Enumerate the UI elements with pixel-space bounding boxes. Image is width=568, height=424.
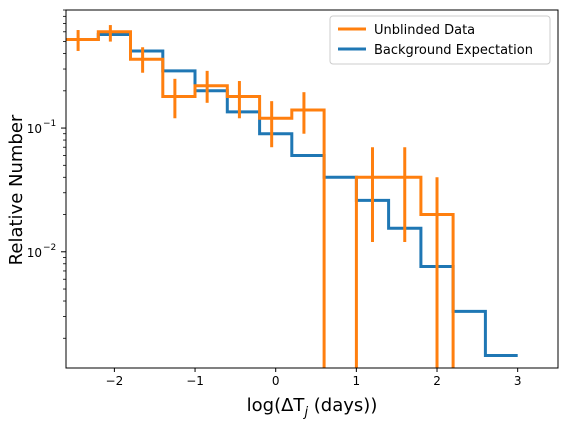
x-axis: −2 −1 0 1 2 3: [106, 368, 522, 388]
plot-frame: [65, 9, 559, 369]
y-tick-label: 10: [27, 246, 42, 260]
legend-label-unblinded: Unblinded Data: [374, 23, 475, 38]
x-axis-label-tail: (days)): [308, 395, 377, 416]
x-tick-label: −2: [106, 374, 124, 388]
x-tick-label: 3: [514, 374, 522, 388]
y-tick-exponent: −2: [43, 243, 56, 253]
x-tick-label: 0: [272, 374, 280, 388]
y-axis: 10−210−1: [27, 9, 66, 339]
y-axis-label: Relative Number: [6, 114, 27, 265]
x-axis-label: log(ΔTj (days)): [247, 395, 378, 420]
y-tick-exponent: −1: [43, 119, 56, 129]
x-axis-label-subscript: j: [302, 405, 308, 420]
legend: Unblinded Data Background Expectation: [329, 15, 551, 65]
series-step-background-expectation: [66, 33, 518, 357]
x-axis-label-main: log(ΔT: [247, 395, 306, 416]
legend-box: [329, 15, 551, 65]
x-tick-label: −1: [186, 374, 204, 388]
series-step-unblinded-data: [66, 30, 455, 368]
x-tick-label: 1: [353, 374, 361, 388]
legend-label-background: Background Expectation: [374, 43, 533, 58]
x-tick-label: 2: [433, 374, 441, 388]
plot-content: [66, 25, 518, 368]
y-tick-label: 10: [27, 122, 42, 136]
